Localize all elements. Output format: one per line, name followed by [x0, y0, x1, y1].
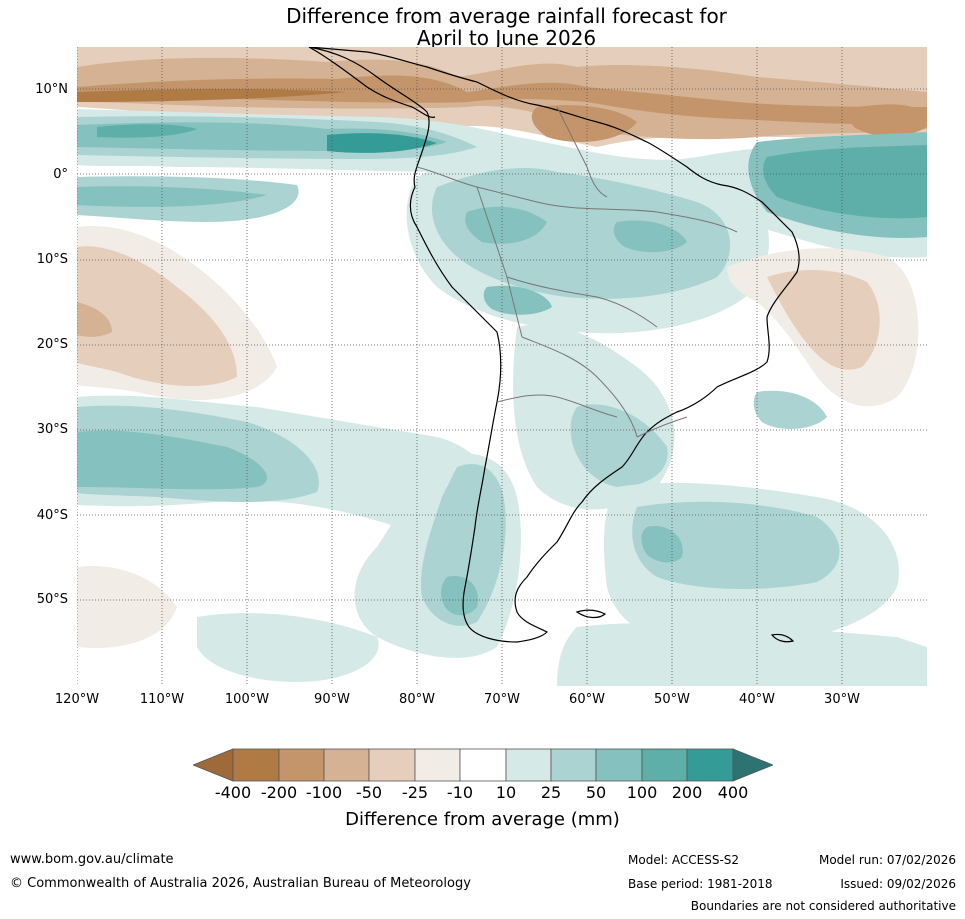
lon-label-60w: 60°W	[569, 692, 605, 707]
colorbar-tick: 400	[717, 783, 749, 802]
wet-band-equator-core2	[327, 133, 437, 153]
dry-patch-guiana	[531, 105, 637, 142]
south-georgia	[770, 633, 795, 643]
colorbar-tick: 25	[540, 783, 562, 802]
country-borders	[416, 106, 738, 438]
wet-amazon-mid	[432, 167, 731, 299]
colorbar	[193, 748, 773, 782]
lat-label-50s: 50°S	[36, 592, 68, 607]
footer-model: Model: ACCESS-S2	[628, 853, 740, 867]
lat-label-20s: 20°S	[36, 337, 68, 352]
lon-label-90w: 90°W	[314, 692, 350, 707]
dry-band-north-dark	[77, 75, 927, 125]
colorbar-swatch	[278, 748, 325, 782]
colorbar-tick: -50	[355, 783, 383, 802]
south-america-coastline	[308, 47, 800, 643]
lon-label-30w: 30°W	[824, 692, 860, 707]
wet-south-atlantic-mid	[632, 501, 840, 589]
lon-label-50w: 50°W	[654, 692, 690, 707]
lon-label-120w: 120°W	[54, 692, 100, 707]
wet-far-south	[197, 613, 379, 682]
lon-label-100w: 100°W	[224, 692, 270, 707]
colorbar-tick: -10	[446, 783, 474, 802]
colorbar-arrow-left	[193, 748, 234, 782]
rainfall-map	[77, 47, 927, 686]
footer-issued: Issued: 09/02/2026	[840, 877, 956, 891]
wet-south-atlantic-core	[641, 526, 683, 563]
lon-label-80w: 80°W	[399, 692, 435, 707]
wet-patagonia-core	[441, 576, 478, 616]
colorbar-swatch	[505, 748, 552, 782]
footer-copyright: © Commonwealth of Australia 2026, Austra…	[10, 876, 471, 891]
central-america-coast	[308, 47, 436, 118]
colorbar-swatch	[232, 748, 280, 782]
falkland-islands	[575, 609, 607, 619]
wet-south-pacific-core	[77, 430, 267, 490]
lat-label-10n: 10°N	[35, 82, 68, 97]
wet-amazon-core	[465, 206, 547, 244]
lon-label-110w: 110°W	[139, 692, 185, 707]
wet-atlantic-east-patch	[753, 390, 827, 429]
dry-east-pacific-dark	[77, 302, 112, 337]
wet-amazon-core2	[613, 220, 687, 253]
colorbar-swatch	[686, 748, 734, 782]
gridlines	[77, 47, 927, 686]
wet-patagonia-mid	[421, 463, 506, 626]
wet-band-equator-core	[97, 124, 197, 138]
dry-far-southwest	[77, 566, 177, 648]
colorbar-swatch	[641, 748, 688, 782]
footer-website: www.bom.gov.au/climate	[10, 852, 174, 867]
colorbar-swatch	[368, 748, 416, 782]
colorbar-tick: -25	[401, 783, 429, 802]
colorbar-swatch	[459, 748, 507, 782]
colorbar-swatch	[323, 748, 370, 782]
colorbar-tick: 10	[495, 783, 517, 802]
footer-model-run: Model run: 07/02/2026	[818, 853, 956, 867]
colorbar-tick: -400	[214, 783, 252, 802]
map-title-line1: Difference from average rainfall forecas…	[286, 4, 727, 28]
lat-label-40s: 40°S	[36, 508, 68, 523]
dry-patch-atlantic-north	[849, 104, 927, 137]
lat-label-0: 0°	[53, 167, 68, 182]
dry-band-north-darkest	[77, 88, 347, 102]
colorbar-swatch	[550, 748, 597, 782]
lon-label-70w: 70°W	[484, 692, 520, 707]
wet-band-pacific-south-core	[77, 186, 267, 207]
footer-disclaimer: Boundaries are not considered authoritat…	[690, 899, 956, 913]
colorbar-tick: 100	[626, 783, 658, 802]
lat-label-10s: 10°S	[36, 252, 68, 267]
wet-uruguay-mid	[570, 404, 668, 487]
colorbar-swatch	[414, 748, 461, 782]
wet-atlantic-equator-core	[763, 145, 927, 219]
colorbar-arrow-right	[732, 748, 773, 782]
colorbar-tick: -200	[260, 783, 298, 802]
rainfall-map-svg	[77, 47, 927, 686]
colorbar-tick: 50	[585, 783, 607, 802]
wet-bolivia-patch	[483, 285, 552, 315]
colorbar-tick: -100	[305, 783, 343, 802]
footer-base-period: Base period: 1981-2018	[628, 877, 773, 891]
map-title-line2: April to June 2026	[416, 26, 597, 50]
colorbar-swatch	[595, 748, 643, 782]
lat-label-30s: 30°S	[36, 422, 68, 437]
colorbar-tick: 200	[671, 783, 703, 802]
wet-far-south-east	[557, 622, 927, 686]
colorbar-title: Difference from average (mm)	[345, 809, 620, 830]
lon-label-40w: 40°W	[739, 692, 775, 707]
dry-east-pacific-mid	[77, 246, 237, 387]
